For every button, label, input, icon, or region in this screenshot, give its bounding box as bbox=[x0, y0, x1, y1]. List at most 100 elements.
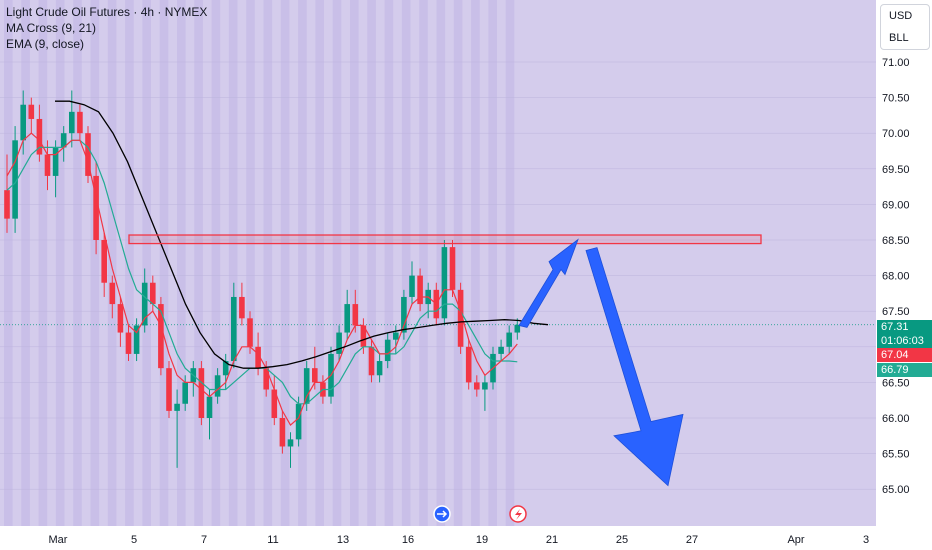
session-band bbox=[453, 0, 463, 526]
unit-label[interactable]: BLL bbox=[889, 32, 909, 44]
session-band bbox=[125, 0, 134, 526]
candle-body bbox=[336, 332, 342, 354]
resistance-zone bbox=[128, 234, 762, 245]
candle-body bbox=[36, 118, 43, 155]
candle-body bbox=[474, 382, 480, 390]
candle-body bbox=[4, 190, 10, 219]
candle-body bbox=[69, 111, 75, 134]
x-tick-label: 27 bbox=[686, 534, 698, 546]
session-band bbox=[246, 0, 255, 526]
session-band bbox=[280, 0, 290, 526]
candle-body bbox=[352, 304, 359, 326]
flash-glyph bbox=[515, 509, 522, 520]
last-price-tag: 67.31 01:06:03 bbox=[877, 320, 932, 348]
candle-body bbox=[482, 382, 488, 390]
candle-body bbox=[449, 247, 456, 290]
candle-body bbox=[465, 346, 472, 383]
x-tick-label: 13 bbox=[337, 534, 349, 546]
candle-body bbox=[287, 439, 294, 447]
ema-line bbox=[55, 100, 549, 369]
candle-body bbox=[52, 147, 59, 176]
drawings[interactable] bbox=[128, 234, 762, 523]
x-tick-label: 3 bbox=[863, 534, 869, 546]
session-band bbox=[90, 0, 100, 526]
ema-indicator-label[interactable]: EMA (9, close) bbox=[6, 37, 85, 51]
candle-body bbox=[198, 368, 205, 418]
candle-body bbox=[239, 296, 245, 319]
x-tick-label: Apr bbox=[787, 534, 804, 546]
x-tick-label: 7 bbox=[201, 534, 207, 546]
ma-cross-indicator-label[interactable]: MA Cross (9, 21) bbox=[6, 21, 97, 35]
candle-body bbox=[12, 140, 18, 219]
session-band bbox=[350, 0, 359, 526]
session-band bbox=[263, 0, 273, 526]
candle-body bbox=[150, 282, 156, 305]
y-tick-label: 67.50 bbox=[882, 306, 910, 318]
candle-body bbox=[409, 275, 415, 297]
candle-body bbox=[60, 133, 67, 148]
candle-body bbox=[141, 282, 148, 326]
candle-body bbox=[457, 289, 464, 347]
y-tick-label: 66.50 bbox=[882, 377, 910, 389]
ma-fast-line bbox=[6, 132, 518, 427]
candle-body bbox=[514, 324, 521, 333]
candle-body bbox=[401, 296, 407, 333]
ma-fast-value: 67.04 bbox=[881, 349, 909, 361]
candle-body bbox=[231, 296, 237, 362]
unit-selector[interactable]: USD BLL bbox=[880, 4, 930, 50]
axes: 71.00 70.50 70.00 69.50 69.00 68.50 68.00 67.50… bbox=[49, 57, 910, 546]
y-tick-label: 69.50 bbox=[882, 164, 910, 176]
ma-slow-price-tag: 66.79 bbox=[877, 363, 932, 377]
candle-body bbox=[368, 346, 375, 376]
y-tick-label: 68.00 bbox=[882, 271, 910, 283]
x-tick-label: Mar bbox=[49, 534, 68, 546]
x-tick-label: 25 bbox=[616, 534, 628, 546]
session-band bbox=[4, 0, 13, 526]
session-band bbox=[142, 0, 151, 526]
candle-body bbox=[117, 304, 124, 333]
currency-label[interactable]: USD bbox=[889, 10, 913, 22]
x-tick-label: 16 bbox=[402, 534, 414, 546]
candle-body bbox=[376, 361, 383, 376]
session-band bbox=[436, 0, 446, 526]
last-price-value: 67.31 bbox=[881, 321, 909, 333]
candle-body bbox=[158, 304, 164, 369]
candle-body bbox=[222, 361, 229, 376]
session-band bbox=[194, 0, 203, 526]
session-band bbox=[401, 0, 411, 526]
candle-body bbox=[247, 318, 253, 347]
candle-body bbox=[263, 368, 269, 390]
candle-body bbox=[20, 104, 26, 141]
candle-body bbox=[206, 396, 213, 418]
candle-body bbox=[344, 304, 350, 333]
indicator-lines bbox=[6, 100, 549, 427]
candle-body bbox=[295, 403, 302, 440]
forward-arrow-glyph bbox=[437, 510, 448, 518]
candle-body bbox=[393, 332, 399, 340]
candle-body bbox=[506, 332, 512, 347]
candle-body bbox=[101, 240, 107, 283]
session-band bbox=[177, 0, 186, 526]
time-scale-background bbox=[0, 526, 876, 550]
y-tick-label: 69.00 bbox=[882, 199, 910, 211]
candle-body bbox=[85, 133, 91, 176]
session-band bbox=[419, 0, 428, 526]
session-band bbox=[159, 0, 169, 526]
y-tick-label: 71.00 bbox=[882, 57, 910, 69]
y-tick-label: 68.50 bbox=[882, 235, 910, 247]
session-band bbox=[21, 0, 30, 526]
candle-body bbox=[417, 275, 423, 305]
candle-body bbox=[44, 154, 51, 176]
candle-body bbox=[125, 332, 132, 354]
session-band bbox=[315, 0, 324, 526]
y-tick-label: 65.50 bbox=[882, 449, 910, 461]
session-band bbox=[228, 0, 238, 526]
x-tick-label: 19 bbox=[476, 534, 488, 546]
symbol-title[interactable]: Light Crude Oil Futures · 4h · NYMEX bbox=[6, 5, 208, 19]
price-scale-background bbox=[876, 0, 932, 550]
session-band bbox=[471, 0, 480, 526]
candle-body bbox=[182, 382, 188, 404]
candle-body bbox=[498, 346, 504, 354]
candle-body bbox=[255, 346, 261, 369]
